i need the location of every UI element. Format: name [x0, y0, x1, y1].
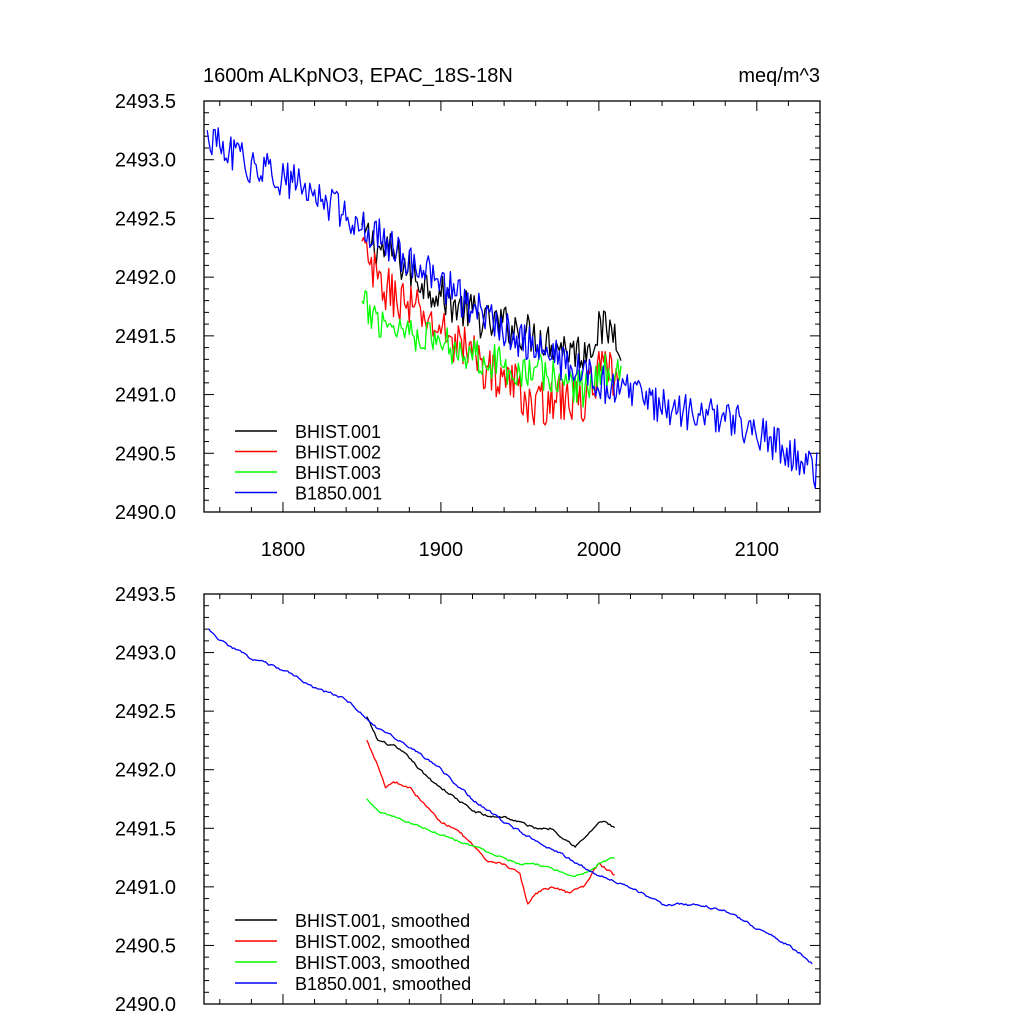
y-tick-label: 2491.5 — [115, 326, 176, 348]
legend-label: BHIST.002, smoothed — [295, 932, 470, 952]
series-line-bhist-003 — [361, 290, 622, 408]
series-line-bhist-003 — [366, 798, 615, 878]
bottom-series-lines — [208, 628, 813, 965]
x-tick-label: 1800 — [261, 539, 306, 561]
legend-label: BHIST.001, smoothed — [295, 911, 470, 931]
bottom-y-tick-labels: 2490.0 2490.5 2491.0 2491.5 2492.0 2492.5 2493… — [115, 584, 176, 1016]
series-line-bhist-002 — [366, 739, 615, 905]
top-x-tick-labels: 1800 1900 2000 2100 — [261, 539, 779, 561]
legend-label: B1850.001, smoothed — [295, 974, 471, 994]
series-line-b1850-001 — [206, 127, 818, 489]
top-y-tick-labels: 2490.0 2490.5 2491.0 2491.5 2492.0 2492.5 2493… — [115, 91, 176, 524]
panel-title: 1600m ALKpNO3, EPAC_18S-18N — [203, 65, 513, 87]
y-tick-label: 2491.0 — [115, 385, 176, 407]
y-tick-label: 2492.5 — [115, 208, 176, 230]
y-tick-label: 2493.5 — [115, 584, 176, 606]
top-series-lines — [206, 127, 818, 489]
y-tick-label: 2490.0 — [115, 994, 176, 1016]
y-tick-label: 2493.5 — [115, 91, 176, 113]
x-tick-label: 2000 — [577, 539, 622, 561]
legend-label: BHIST.002 — [295, 443, 381, 463]
series-line-bhist-002 — [361, 236, 622, 426]
series-line-bhist-001 — [366, 716, 616, 848]
y-tick-label: 2490.5 — [115, 935, 176, 957]
x-tick-label: 2100 — [735, 539, 780, 561]
top-panel: 1600m ALKpNO3, EPAC_18S-18N meq/m^3 2490… — [115, 65, 821, 561]
y-tick-label: 2492.0 — [115, 267, 176, 289]
y-tick-label: 2490.5 — [115, 443, 176, 465]
units-label: meq/m^3 — [738, 65, 820, 87]
x-tick-label: 1900 — [419, 539, 464, 561]
y-tick-label: 2491.0 — [115, 877, 176, 899]
top-axis-ticks — [204, 100, 821, 513]
legend-label: BHIST.003 — [295, 463, 381, 483]
y-tick-label: 2492.5 — [115, 701, 176, 723]
y-tick-label: 2493.0 — [115, 643, 176, 665]
top-plot-frame — [203, 100, 821, 513]
y-tick-label: 2491.5 — [115, 818, 176, 840]
legend-label: BHIST.003, smoothed — [295, 953, 470, 973]
legend-label: B1850.001 — [295, 484, 382, 504]
bottom-panel: 2490.0 2490.5 2491.0 2491.5 2492.0 2492.5 2493… — [115, 584, 821, 1016]
legend-label: BHIST.001 — [295, 422, 381, 442]
y-tick-label: 2490.0 — [115, 502, 176, 524]
bottom-plot-frame — [203, 593, 821, 1005]
y-tick-label: 2493.0 — [115, 150, 176, 172]
bottom-axis-ticks — [204, 593, 821, 1005]
series-line-b1850-001 — [208, 628, 813, 965]
y-tick-label: 2492.0 — [115, 760, 176, 782]
